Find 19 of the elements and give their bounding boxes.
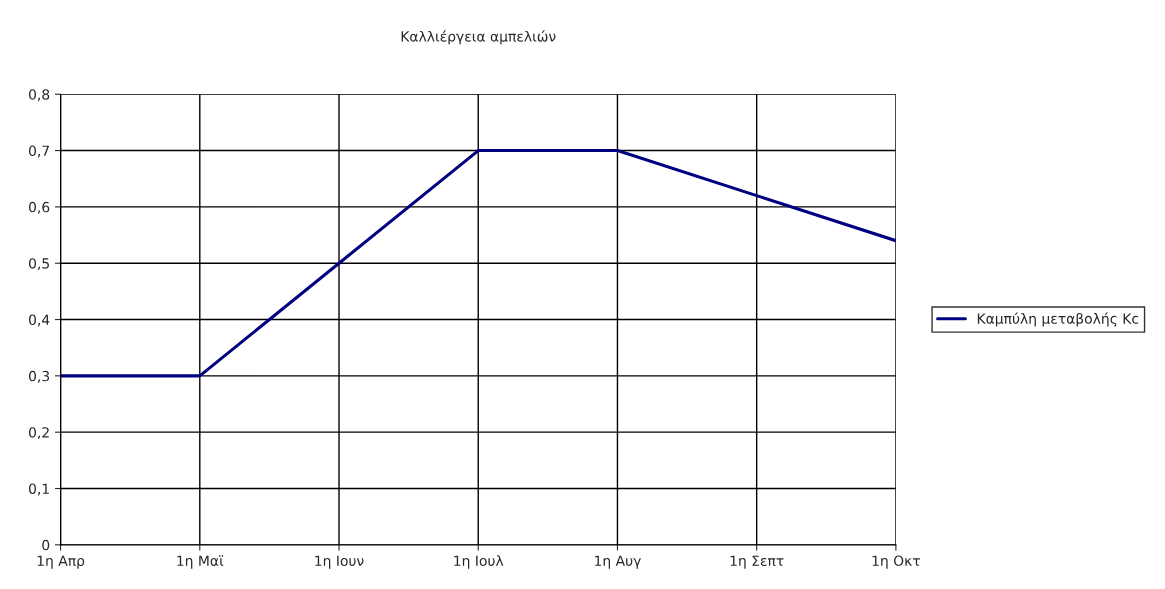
x-tick-label: 1η Αυγ bbox=[595, 555, 641, 569]
y-tick-label: 0,3 bbox=[28, 370, 50, 383]
y-tick-label: 0,1 bbox=[28, 483, 49, 496]
y-tick-label: 0,4 bbox=[28, 314, 50, 327]
chart-title: Καλλιέργεια αμπελιών bbox=[401, 30, 556, 45]
y-tick-label: 0,8 bbox=[28, 89, 50, 102]
y-tick-label: 0,6 bbox=[28, 201, 50, 214]
y-tick-label: 0,2 bbox=[28, 427, 49, 440]
legend-label: Καμπύλη μεταβολής Kc bbox=[977, 312, 1139, 327]
x-tick-label: 1η Απρ bbox=[37, 555, 85, 569]
x-tick-label: 1η Οκτ bbox=[872, 555, 920, 569]
x-tick-label: 1η Ιουλ bbox=[454, 555, 504, 569]
line-series bbox=[60, 149, 896, 378]
y-tick-label: 0,7 bbox=[28, 145, 49, 158]
x-tick-label: 1η Σεπτ bbox=[730, 555, 784, 569]
x-tick-label: 1η Μαϊ bbox=[177, 555, 224, 569]
x-tick-label: 1η Ιουν bbox=[315, 555, 364, 569]
y-tick-label: 0 bbox=[42, 539, 50, 551]
y-tick-label: 0,5 bbox=[28, 258, 49, 271]
